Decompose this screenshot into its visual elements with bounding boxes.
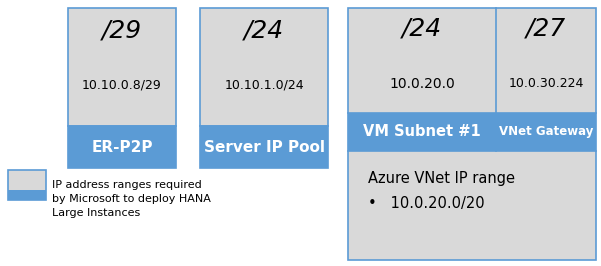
Bar (348, 113, 596, 151)
Text: ER-P2P: ER-P2P (91, 139, 153, 155)
Bar (348, 8, 596, 260)
Text: Server IP Pool: Server IP Pool (204, 139, 325, 155)
Text: •   10.0.20.0/20: • 10.0.20.0/20 (368, 196, 484, 211)
Text: /24: /24 (244, 18, 284, 42)
Bar (8, 170, 46, 200)
Bar (200, 126, 328, 168)
Text: 10.10.1.0/24: 10.10.1.0/24 (224, 78, 304, 91)
Bar (8, 190, 46, 200)
Text: Azure VNet IP range: Azure VNet IP range (368, 171, 515, 186)
Bar (68, 126, 176, 168)
Text: 10.0.30.224: 10.0.30.224 (508, 77, 584, 90)
Text: /24: /24 (402, 16, 442, 40)
Bar (200, 8, 328, 126)
Text: VNet Gateway: VNet Gateway (499, 126, 593, 139)
Text: 10.10.0.8/29: 10.10.0.8/29 (82, 78, 162, 91)
Text: VM Subnet #1: VM Subnet #1 (363, 124, 481, 139)
Text: IP address ranges required
by Microsoft to deploy HANA
Large Instances: IP address ranges required by Microsoft … (52, 180, 211, 218)
Text: /27: /27 (526, 16, 566, 40)
Bar (68, 8, 176, 126)
Text: 10.0.20.0: 10.0.20.0 (389, 77, 455, 91)
Text: /29: /29 (102, 18, 142, 42)
